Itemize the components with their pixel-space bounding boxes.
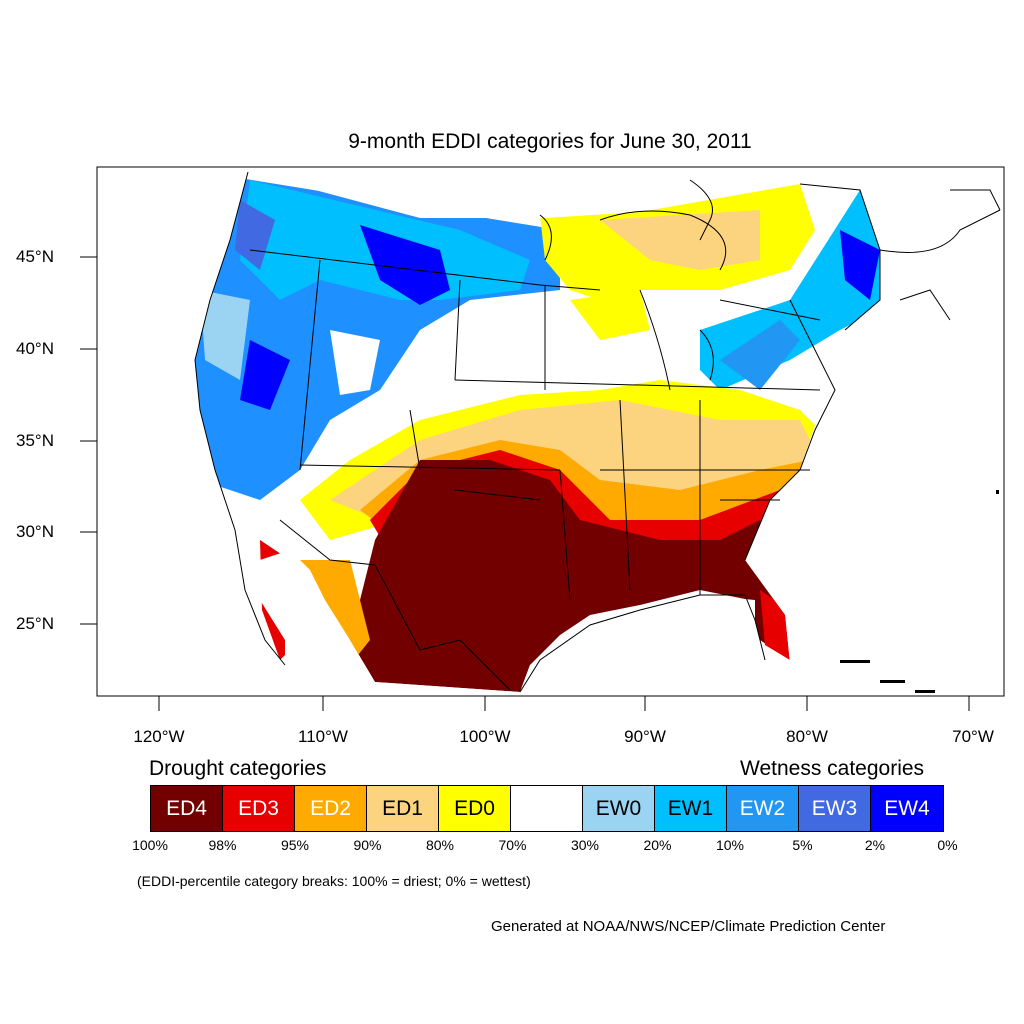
legend-swatch-ed2: ED2: [295, 786, 367, 831]
category-legend: ED4 ED3 ED2 ED1 ED0 EW0 EW1 EW2 EW3 EW4: [150, 785, 944, 832]
legend-swatch-neutral: [511, 786, 583, 831]
islands: [840, 490, 999, 693]
legend-swatch-ew2: EW2: [727, 786, 799, 831]
legend-swatch-ew1: EW1: [655, 786, 727, 831]
boundaries: [194, 171, 1001, 693]
wet-region-northeast: [700, 190, 880, 390]
wetness-heading: Wetness categories: [740, 757, 925, 780]
break-label: 98%: [208, 837, 237, 853]
lon-label-70: 70°W: [952, 727, 994, 746]
lon-label-100: 100°W: [459, 727, 511, 746]
legend-swatch-ed4: ED4: [151, 786, 223, 831]
break-label: 20%: [643, 837, 672, 853]
credit-text: Generated at NOAA/NWS/NCEP/Climate Predi…: [491, 918, 886, 935]
break-label: 100%: [132, 837, 168, 853]
lon-label-80: 80°W: [786, 727, 828, 746]
map-title: 9-month EDDI categories for June 30, 201…: [348, 130, 752, 153]
legend-swatch-ed3: ED3: [223, 786, 295, 831]
break-label: 90%: [353, 837, 382, 853]
break-label: 80%: [425, 837, 455, 853]
lat-label-25: 25°N: [16, 614, 54, 633]
lon-label-90: 90°W: [624, 727, 666, 746]
break-label: 10%: [715, 837, 745, 853]
lon-label-110: 110°W: [298, 727, 348, 746]
break-label: 95%: [280, 837, 310, 853]
lat-label-45: 45°N: [16, 247, 54, 266]
extreme-drought-core: [350, 460, 790, 692]
legend-swatch-ed0: ED0: [439, 786, 511, 831]
break-label: 30%: [570, 837, 600, 853]
legend-swatch-ew4: EW4: [871, 786, 943, 831]
legend-swatch-ew0: EW0: [583, 786, 655, 831]
legend-swatch-ed1: ED1: [367, 786, 439, 831]
break-label: 5%: [792, 837, 813, 853]
break-label: 0%: [937, 837, 958, 853]
legend-swatch-ew3: EW3: [799, 786, 871, 831]
drought-heading: Drought categories: [149, 757, 327, 780]
lat-label-35: 35°N: [16, 431, 54, 450]
lat-label-30: 30°N: [16, 522, 54, 541]
break-label: 2%: [864, 837, 886, 853]
category-note: (EDDI-percentile category breaks: 100% =…: [137, 873, 531, 889]
lat-label-40: 40°N: [16, 339, 54, 358]
lon-label-120: 120°W: [133, 727, 185, 746]
break-label: 70%: [498, 837, 527, 853]
axis-ticks: [80, 256, 970, 711]
